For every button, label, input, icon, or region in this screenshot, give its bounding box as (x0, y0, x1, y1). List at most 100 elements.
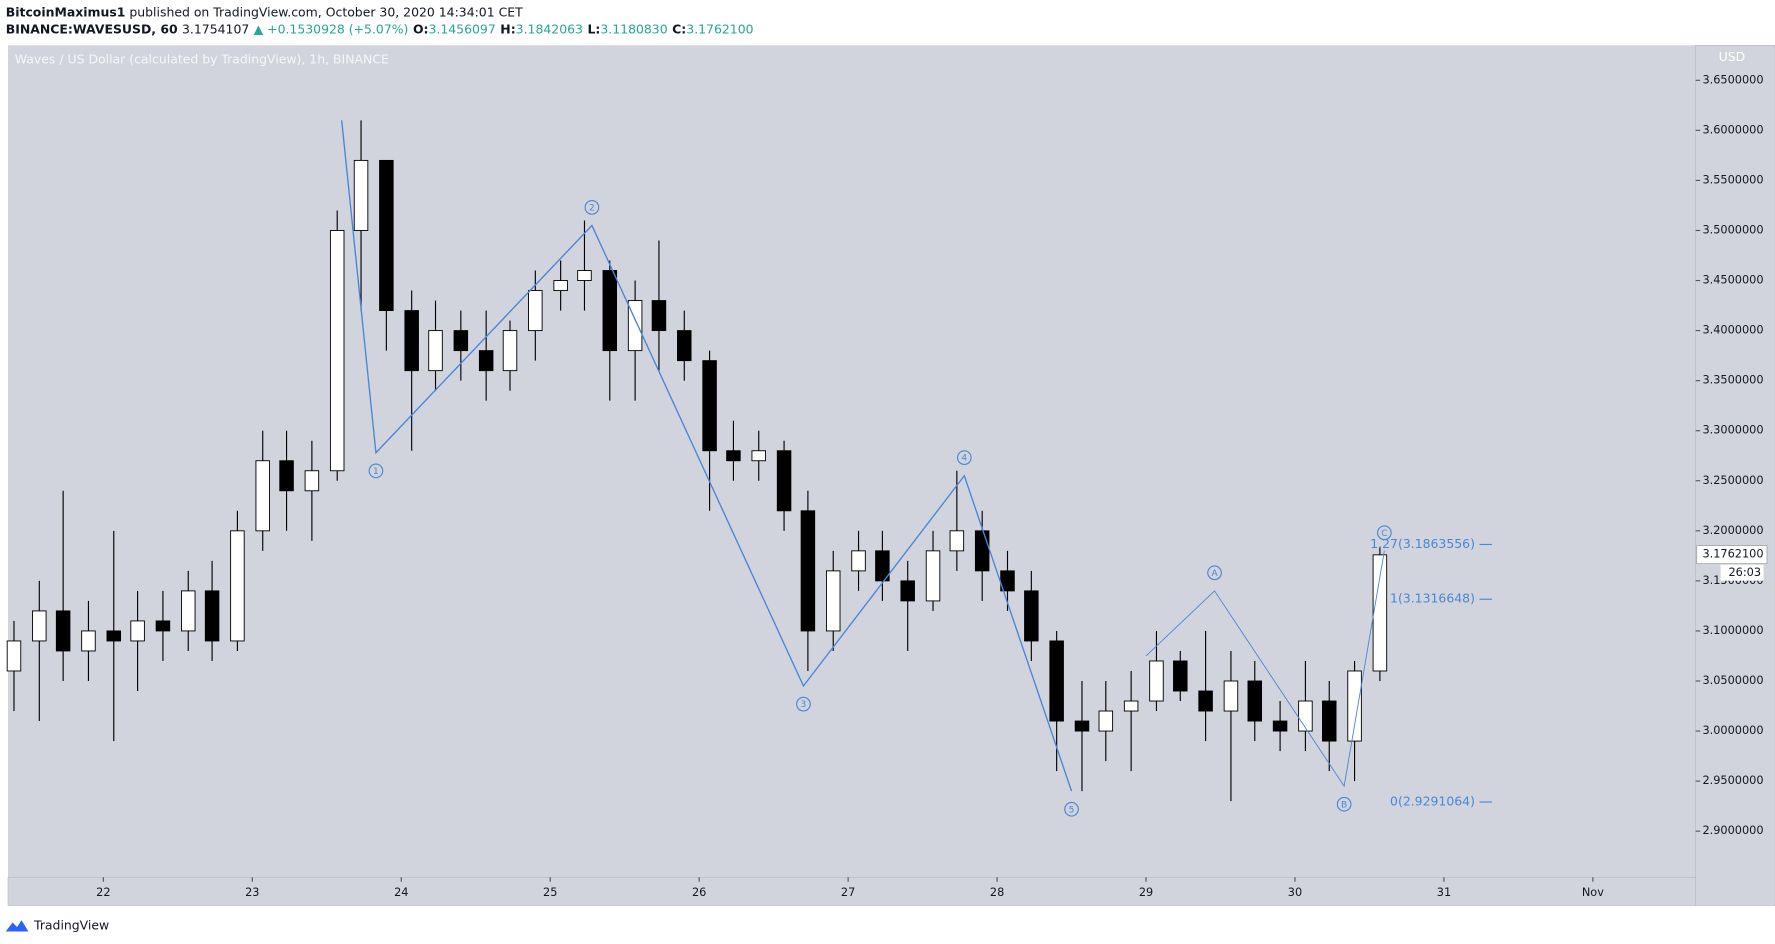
candle-body (304, 470, 320, 492)
candle-body (553, 280, 568, 292)
y-tick-label: 3.2500000 (1702, 474, 1763, 487)
wave-label: 4 (961, 454, 967, 464)
candle-body (925, 550, 941, 602)
candle-body (800, 510, 816, 632)
wave-label: 2 (589, 203, 595, 213)
y-tick-label: 2.9000000 (1702, 824, 1763, 837)
wave-marker (1207, 565, 1222, 581)
candle-body (1049, 640, 1064, 722)
candle-body (1074, 720, 1090, 732)
y-tick-label: 3.1000000 (1702, 624, 1763, 637)
candle-body (1198, 690, 1213, 712)
level-label: 1.27(3.1863556) (1370, 536, 1475, 551)
wave-label: 5 (1069, 805, 1075, 815)
x-tick-label: 23 (245, 886, 259, 899)
ohlc-label: L: (587, 21, 600, 36)
candle-body (1247, 680, 1263, 722)
wave-marker (956, 450, 972, 466)
candle-body (329, 230, 345, 472)
candle-body (106, 630, 122, 642)
candle-body (702, 360, 717, 452)
candle-body (181, 590, 196, 632)
y-tick-label: 3.5500000 (1702, 173, 1763, 186)
y-axis-label: USD (1719, 49, 1746, 64)
candle-body (1347, 670, 1362, 742)
candle-body (776, 450, 792, 512)
candle-body (353, 159, 369, 231)
x-tick-label: 25 (543, 886, 557, 899)
chart-title: Waves / US Dollar (calculated by Trading… (15, 51, 389, 66)
candle-body (130, 620, 145, 642)
x-tick-label: 27 (841, 886, 855, 899)
y-tick-label: 3.4000000 (1702, 324, 1763, 337)
candle-body (279, 460, 294, 492)
countdown: 26:03 (1728, 566, 1761, 579)
candle-body (230, 530, 245, 642)
candle-body (577, 270, 592, 281)
candle-body (751, 450, 766, 462)
y-tick-label: 3.3000000 (1702, 424, 1763, 437)
ohlc-value: 3.1456097 (429, 21, 496, 36)
candle-body (974, 530, 990, 572)
ohlc-label: C: (672, 21, 686, 36)
y-tick-label: 3.0500000 (1702, 674, 1763, 687)
candle-body (1223, 680, 1239, 712)
ohlc-value: 3.1762100 (686, 21, 753, 36)
candle-body (1272, 720, 1288, 732)
wave-marker (1064, 801, 1079, 817)
wave-line (1145, 550, 1385, 788)
y-tick-label: 3.3500000 (1702, 374, 1763, 387)
candle-body (55, 610, 71, 652)
candle-body (379, 159, 394, 312)
wave-marker (368, 463, 384, 479)
x-tick-label: 29 (1139, 886, 1153, 899)
time-axis (7, 876, 1696, 906)
y-tick-label: 3.0000000 (1702, 724, 1763, 737)
candle-body (453, 330, 469, 352)
candle-body (1149, 660, 1164, 702)
wave-label: B (1341, 800, 1347, 810)
last-price: 3.1762100 (1702, 548, 1763, 561)
candle-body (1298, 700, 1313, 732)
candle-body (502, 330, 518, 372)
countdown-tag (1720, 564, 1764, 581)
wave-marker (1336, 796, 1352, 812)
y-tick-label: 3.4500000 (1702, 274, 1763, 287)
ohlc-label: H: (500, 21, 515, 36)
candle-body (528, 290, 543, 332)
y-tick-label: 3.6000000 (1702, 123, 1763, 136)
candle-body (1173, 660, 1188, 692)
candle-body (651, 300, 667, 332)
ohlc-label: O: (413, 21, 429, 36)
logo (5, 920, 29, 932)
level-label: 0(2.9291064) (1390, 794, 1475, 809)
change: ▲ +0.1530928 (+5.07%) (254, 21, 409, 36)
candle-body (1322, 700, 1337, 742)
candle-body (677, 330, 692, 362)
candle-body (825, 570, 841, 632)
wave-marker (584, 200, 600, 215)
ohlc-value: 3.1842063 (516, 21, 583, 36)
candle-body (478, 350, 494, 372)
x-tick-label: 22 (96, 886, 110, 899)
symbol-line: BINANCE:WAVESUSD, 60 3.1754107 ▲ +0.1530… (6, 21, 754, 36)
wave-label: C (1381, 529, 1387, 539)
candle-body (875, 550, 890, 582)
published: published on TradingView.com, October 30… (129, 4, 523, 19)
wave-label: 1 (373, 467, 379, 477)
last-price-tag (1696, 545, 1768, 564)
wave-label: 3 (801, 700, 807, 710)
x-tick-label: 28 (990, 886, 1004, 899)
x-tick-label: Nov (1582, 886, 1604, 899)
candle-body (81, 630, 96, 652)
header-line: BitcoinMaximus1 published on TradingView… (6, 4, 523, 19)
wave-marker (796, 696, 811, 712)
candle-body (32, 610, 47, 642)
candle-body (726, 450, 741, 462)
footer-brand: TradingView (33, 917, 109, 932)
candle-body (1024, 590, 1039, 642)
price-axis (1695, 44, 1775, 906)
y-tick-label: 3.2000000 (1702, 524, 1763, 537)
plot: 1 2 3 4 5 A B C1.27(3.1863556) 1(3.1316648) 0(2.9… (6, 120, 1492, 817)
candle-body (428, 330, 443, 372)
